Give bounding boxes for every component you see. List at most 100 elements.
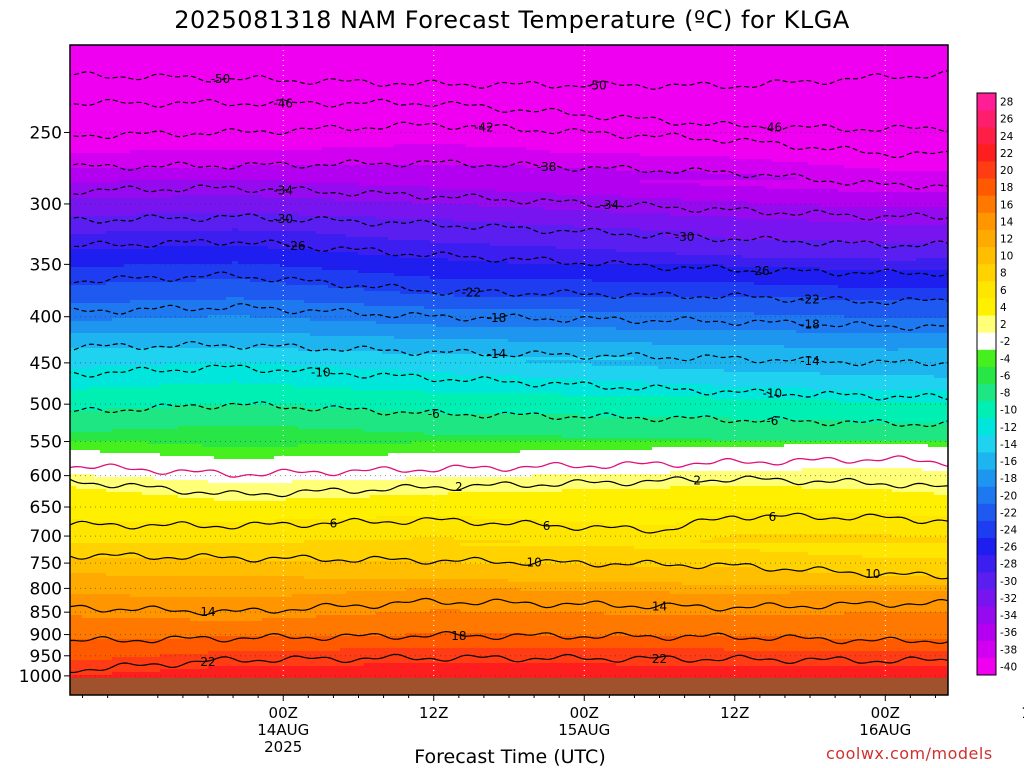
temperature-cell bbox=[646, 75, 653, 79]
temperature-cell bbox=[622, 108, 629, 112]
temperature-cell bbox=[214, 132, 221, 136]
temperature-cell bbox=[796, 78, 803, 82]
temperature-cell bbox=[922, 132, 929, 136]
temperature-cell bbox=[874, 108, 881, 112]
temperature-cell bbox=[394, 132, 401, 136]
temperature-cell bbox=[778, 135, 785, 139]
temperature-cell bbox=[616, 99, 623, 103]
temperature-cell bbox=[364, 78, 371, 82]
temperature-cell bbox=[70, 141, 77, 145]
temperature-cell bbox=[274, 111, 281, 115]
temperature-cell bbox=[502, 90, 509, 94]
temperature-cell bbox=[484, 75, 491, 79]
temperature-cell bbox=[310, 90, 317, 94]
temperature-cell bbox=[646, 48, 653, 52]
temperature-cell bbox=[298, 54, 305, 58]
temperature-cell bbox=[916, 63, 923, 67]
temperature-cell bbox=[460, 144, 467, 148]
temperature-cell bbox=[226, 84, 233, 88]
temperature-cell bbox=[940, 78, 947, 82]
temperature-cell bbox=[832, 60, 839, 64]
temperature-cell bbox=[286, 138, 293, 142]
temperature-cell bbox=[592, 51, 599, 55]
temperature-cell bbox=[448, 84, 455, 88]
temperature-cell bbox=[370, 117, 377, 121]
temperature-cell bbox=[310, 78, 317, 82]
temperature-cell bbox=[256, 66, 263, 70]
temperature-cell bbox=[412, 138, 419, 142]
temperature-cell bbox=[352, 141, 359, 145]
temperature-cell bbox=[694, 84, 701, 88]
temperature-cell bbox=[76, 117, 83, 121]
temperature-cell bbox=[604, 69, 611, 73]
temperature-cell bbox=[832, 108, 839, 112]
temperature-cell bbox=[880, 54, 887, 58]
temperature-cell bbox=[328, 114, 335, 118]
temperature-cell bbox=[766, 132, 773, 136]
temperature-cell bbox=[538, 87, 545, 91]
temperature-cell bbox=[748, 84, 755, 88]
temperature-cell bbox=[292, 84, 299, 88]
temperature-cell bbox=[358, 48, 365, 52]
temperature-cell bbox=[70, 69, 77, 73]
temperature-cell bbox=[658, 117, 665, 121]
temperature-cell bbox=[856, 69, 863, 73]
temperature-cell bbox=[196, 57, 203, 61]
temperature-cell bbox=[370, 111, 377, 115]
temperature-cell bbox=[346, 84, 353, 88]
temperature-cell bbox=[70, 87, 77, 91]
temperature-cell bbox=[682, 102, 689, 106]
temperature-cell bbox=[652, 105, 659, 109]
temperature-cell bbox=[154, 54, 161, 58]
temperature-cell bbox=[106, 75, 113, 79]
temperature-cell bbox=[232, 117, 239, 121]
temperature-cell bbox=[358, 111, 365, 115]
temperature-cell bbox=[262, 60, 269, 64]
temperature-cell bbox=[400, 144, 407, 148]
temperature-cell bbox=[838, 132, 845, 136]
temperature-cell bbox=[136, 138, 143, 142]
temperature-cell bbox=[244, 138, 251, 142]
temperature-cell bbox=[508, 138, 515, 142]
temperature-cell bbox=[238, 144, 245, 148]
temperature-cell bbox=[478, 84, 485, 88]
temperature-cell bbox=[730, 60, 737, 64]
temperature-cell bbox=[334, 102, 341, 106]
temperature-cell bbox=[814, 114, 821, 118]
temperature-cell bbox=[556, 105, 563, 109]
temperature-cell bbox=[454, 132, 461, 136]
temperature-cell bbox=[856, 135, 863, 139]
temperature-cell bbox=[652, 93, 659, 97]
temperature-cell bbox=[502, 105, 509, 109]
temperature-cell bbox=[190, 87, 197, 91]
temperature-cell bbox=[772, 117, 779, 121]
temperature-cell bbox=[214, 69, 221, 73]
temperature-cell bbox=[358, 78, 365, 82]
temperature-cell bbox=[148, 90, 155, 94]
temperature-cell bbox=[166, 84, 173, 88]
temperature-cell bbox=[814, 72, 821, 76]
temperature-cell bbox=[682, 111, 689, 115]
temperature-cell bbox=[118, 135, 125, 139]
temperature-cell bbox=[124, 84, 131, 88]
temperature-cell bbox=[148, 114, 155, 118]
temperature-cell bbox=[880, 87, 887, 91]
temperature-cell bbox=[274, 102, 281, 106]
temperature-cell bbox=[742, 114, 749, 118]
temperature-cell bbox=[826, 114, 833, 118]
temperature-cell bbox=[880, 90, 887, 94]
temperature-cell bbox=[418, 69, 425, 73]
temperature-cell bbox=[424, 132, 431, 136]
temperature-cell bbox=[346, 90, 353, 94]
temperature-cell bbox=[256, 60, 263, 64]
temperature-cell bbox=[784, 84, 791, 88]
temperature-cell bbox=[304, 48, 311, 52]
temperature-cell bbox=[358, 66, 365, 70]
temperature-cell bbox=[622, 60, 629, 64]
temperature-cell bbox=[532, 96, 539, 100]
temperature-cell bbox=[634, 60, 641, 64]
temperature-cell bbox=[910, 87, 917, 91]
temperature-cell bbox=[412, 72, 419, 76]
temperature-cell bbox=[814, 129, 821, 133]
temperature-cell bbox=[472, 144, 479, 148]
